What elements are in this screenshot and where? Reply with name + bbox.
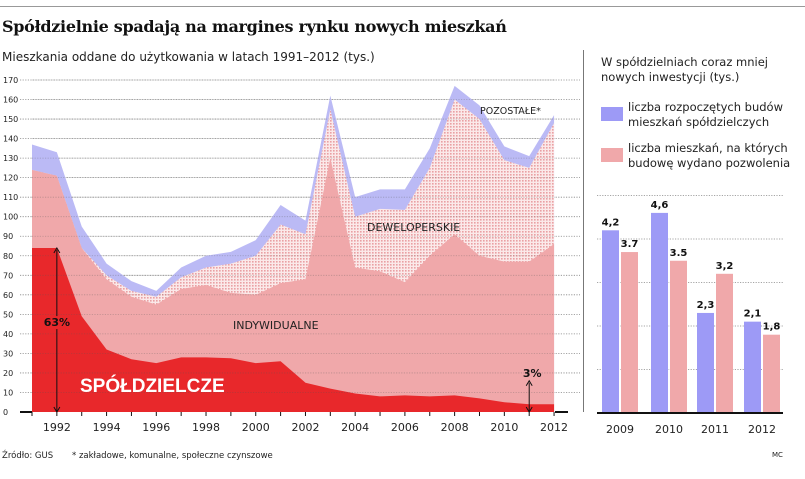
- series-label-deweloperskie: DEWELOPERSKIE: [367, 221, 460, 234]
- y-tick-label: 60: [3, 291, 13, 300]
- area-indywidualne: [32, 158, 555, 412]
- arrowhead-up-icon: [525, 379, 533, 387]
- bar-category-label: 2010: [655, 423, 683, 436]
- annotation-bg: [44, 316, 69, 330]
- y-tick-label: 20: [3, 369, 13, 378]
- y-tick-label: 50: [3, 310, 13, 319]
- arrowhead-down-icon: [53, 406, 61, 413]
- x-tick-label: 1994: [93, 421, 121, 434]
- y-tick-label: 0: [3, 408, 8, 417]
- y-tick-label: 160: [3, 96, 18, 105]
- x-tick-label: 2002: [291, 421, 319, 434]
- y-tick-label: 170: [3, 76, 18, 85]
- author-credit: MC: [772, 451, 783, 459]
- bar-value-label: 2,3: [697, 300, 715, 311]
- bar-value-label: 3.7: [621, 239, 639, 250]
- series-label-indywidualne: INDYWIDUALNE: [233, 319, 319, 332]
- y-tick-label: 70: [3, 271, 13, 280]
- y-tick-label: 100: [3, 213, 18, 222]
- y-tick-label: 10: [3, 388, 13, 397]
- bar-value-label: 4,2: [602, 217, 620, 228]
- bar-value-label: 1,8: [763, 322, 781, 333]
- legend-swatch-pink: [601, 148, 623, 162]
- bar-rozpoczete-2012: [744, 321, 761, 413]
- x-tick-label: 2012: [540, 421, 568, 434]
- y-tick-label: 40: [3, 330, 13, 339]
- bar-rozpoczete-2011: [697, 312, 714, 413]
- bar-category-label: 2012: [748, 423, 776, 436]
- annotation-label: 3%: [523, 367, 542, 380]
- footnote: * zakładowe, komunalne, społeczne czynsz…: [72, 451, 273, 461]
- area-chart-title: Mieszkania oddane do użytkowania w latac…: [2, 50, 375, 64]
- page-title: Spółdzielnie spadają na margines rynku n…: [2, 17, 507, 36]
- series-label-spoldzielcze: SPÓŁDZIELCZE: [80, 375, 225, 397]
- series-label-pozostale: POZOSTAŁE*: [480, 106, 541, 117]
- bar-category-label: 2011: [701, 423, 729, 436]
- x-tick-label: 2006: [391, 421, 419, 434]
- x-tick-label: 2000: [242, 421, 270, 434]
- legend-swatch-blue: [601, 107, 623, 121]
- x-tick-label: 2008: [441, 421, 469, 434]
- bar-value-label: 4,6: [651, 200, 669, 211]
- x-tick-label: 1992: [43, 421, 71, 434]
- panel-divider: [583, 50, 584, 412]
- bar-pozwolenia-2012: [763, 334, 780, 413]
- annotation-label: 63%: [44, 316, 70, 329]
- bar-pozwolenia-2011: [716, 273, 733, 413]
- bar-chart-title: W spółdzielniach coraz mniej nowych inwe…: [601, 55, 769, 84]
- bar-value-label: 3.5: [670, 248, 688, 259]
- bar-value-label: 2,1: [744, 309, 762, 320]
- legend-label: liczba mieszkań, na których budowę wydan…: [628, 141, 791, 170]
- x-tick-label: 2010: [490, 421, 518, 434]
- y-tick-label: 90: [3, 232, 13, 241]
- x-tick-label: 1998: [192, 421, 220, 434]
- y-tick-label: 30: [3, 349, 13, 358]
- x-tick-label: 2004: [341, 421, 369, 434]
- y-tick-label: 140: [3, 135, 18, 144]
- y-tick-label: 130: [3, 154, 18, 163]
- y-tick-label: 80: [3, 252, 13, 261]
- x-tick-label: 1996: [142, 421, 170, 434]
- bar-pozwolenia-2009: [621, 252, 638, 413]
- area-spoldzielcze: [32, 247, 555, 412]
- y-tick-label: 110: [3, 193, 18, 202]
- bar-pozwolenia-2010: [670, 260, 687, 413]
- top-rule: [0, 6, 805, 7]
- y-tick-label: 150: [3, 115, 18, 124]
- legend-label: liczba rozpoczętych budów mieszkań spółd…: [628, 100, 783, 129]
- arrowhead-up-icon: [53, 246, 61, 254]
- y-tick-label: 120: [3, 174, 18, 183]
- bar-value-label: 3,2: [716, 261, 734, 272]
- bar-rozpoczete-2009: [602, 230, 619, 413]
- bar-category-label: 2009: [606, 423, 634, 436]
- source-note: Źródło: GUS: [2, 451, 54, 461]
- arrowhead-down-icon: [525, 406, 533, 413]
- bar-rozpoczete-2010: [651, 212, 668, 413]
